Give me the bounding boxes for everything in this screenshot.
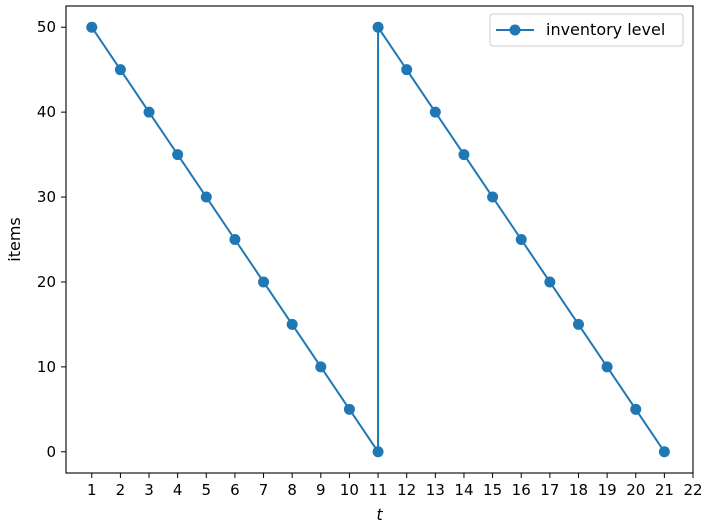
data-point (544, 276, 556, 288)
x-tick-label: 13 (426, 481, 445, 499)
x-tick-label: 20 (626, 481, 645, 499)
x-tick-label: 9 (316, 481, 326, 499)
x-tick-label: 1 (87, 481, 97, 499)
x-tick-label: 11 (369, 481, 388, 499)
data-point (315, 361, 327, 373)
y-tick-label: 20 (37, 273, 56, 291)
data-point (458, 149, 470, 161)
data-point (143, 106, 155, 118)
y-tick-label: 40 (37, 103, 56, 121)
data-point (286, 318, 298, 330)
data-point (630, 403, 642, 415)
x-axis-label: t (376, 505, 383, 524)
data-point (601, 361, 613, 373)
x-tick-label: 17 (540, 481, 559, 499)
x-tick-label: 16 (512, 481, 531, 499)
data-point (429, 106, 441, 118)
data-point (86, 21, 98, 33)
data-point (401, 64, 413, 76)
x-tick-label: 10 (340, 481, 359, 499)
x-tick-label: 4 (173, 481, 183, 499)
data-point (172, 149, 184, 161)
series-line (90, 26, 666, 453)
x-tick-label: 14 (454, 481, 473, 499)
y-tick-label: 50 (37, 18, 56, 36)
x-tick-label: 5 (202, 481, 212, 499)
legend: inventory level (489, 13, 684, 47)
data-point (487, 191, 499, 203)
data-point (114, 64, 126, 76)
y-tick-label: 30 (37, 188, 56, 206)
plot-frame (65, 5, 694, 474)
x-axis-ticks: 1 2 3 4 5 6 7 8 9 10 11 12 13 14 15 16 17 18 19 20 21 22 (87, 473, 703, 499)
y-axis-ticks: 0 10 20 30 40 50 (37, 18, 66, 461)
data-point (372, 21, 384, 33)
x-tick-label: 6 (230, 481, 240, 499)
x-tick-label: 21 (655, 481, 674, 499)
x-tick-label: 2 (116, 481, 126, 499)
x-tick-label: 19 (598, 481, 617, 499)
x-tick-label: 15 (483, 481, 502, 499)
data-point (372, 446, 384, 458)
data-point (258, 276, 270, 288)
data-point (200, 191, 212, 203)
series-layer (86, 21, 670, 458)
x-tick-label: 3 (144, 481, 154, 499)
legend-marker-swatch (509, 24, 521, 36)
x-tick-label: 7 (259, 481, 269, 499)
data-point (515, 234, 527, 245)
x-tick-label: 12 (397, 481, 416, 499)
data-point (572, 318, 584, 330)
legend-entry-inventory-level: inventory level (546, 20, 665, 39)
y-tick-label: 10 (37, 358, 56, 376)
x-tick-label: 22 (683, 481, 702, 499)
data-point (343, 403, 355, 415)
x-tick-label: 18 (569, 481, 588, 499)
y-axis-label: items (5, 217, 24, 261)
data-point (658, 446, 670, 458)
y-tick-label: 0 (46, 443, 56, 461)
data-point (229, 234, 241, 245)
x-tick-label: 8 (287, 481, 297, 499)
legend-box (489, 13, 684, 47)
